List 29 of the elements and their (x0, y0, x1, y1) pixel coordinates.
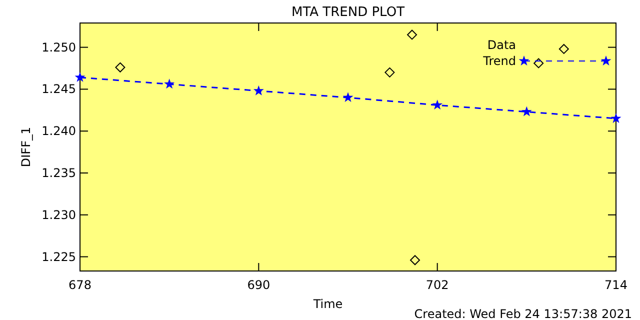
point (558, 44, 569, 54)
x-tick-label: 678 (68, 278, 92, 292)
point (164, 78, 175, 89)
y-tick-label: 1.250 (42, 40, 76, 54)
x-tick-label: 690 (247, 278, 270, 292)
y-tick-label: 1.225 (42, 250, 76, 264)
y-axis-title: DIFF_1 (19, 126, 33, 168)
legend-label: Trend (482, 54, 516, 68)
x-tick-label: 702 (426, 278, 449, 292)
point (342, 92, 354, 102)
x-axis-title: Time (312, 297, 343, 311)
point (384, 67, 395, 78)
point (407, 30, 418, 40)
point (74, 72, 86, 82)
text: Created: Wed Feb 24 13:57:38 2021 (414, 307, 632, 320)
y-tick-label: 1.230 (42, 208, 76, 222)
point (610, 113, 622, 123)
x-tick-label: 714 (604, 278, 628, 292)
point (115, 62, 126, 72)
y-tick-label: 1.245 (42, 82, 76, 96)
point (534, 58, 544, 68)
y-tick-label: 1.235 (42, 166, 76, 180)
point (253, 85, 264, 96)
chart-title: MTA TREND PLOT (291, 5, 405, 20)
point (410, 255, 420, 266)
y-tick-label: 1.240 (42, 124, 76, 138)
series-label: Data (487, 38, 516, 52)
point (432, 100, 443, 110)
point (521, 106, 532, 116)
